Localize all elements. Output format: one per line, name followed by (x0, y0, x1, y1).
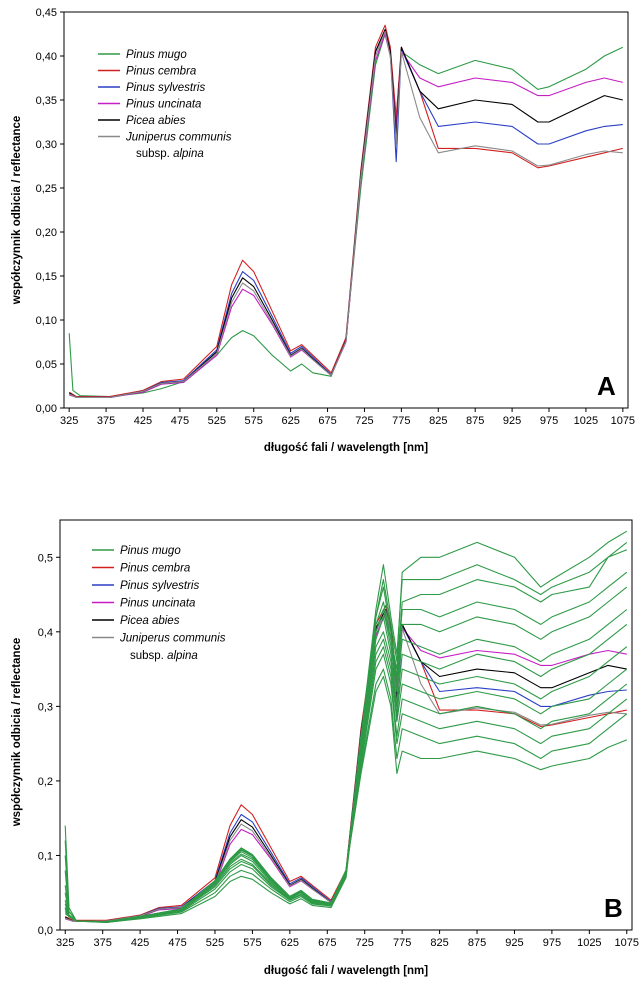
x-tick-label: 975 (543, 937, 561, 949)
x-tick-label: 925 (503, 415, 521, 427)
x-tick-label: 475 (168, 937, 186, 949)
series-lines-a (68, 24, 624, 398)
legend-label-pinus-sylvestris: Pinus sylvestris (120, 580, 199, 592)
legend-label-pinus-cembra: Pinus cembra (126, 66, 196, 78)
legend-sublabel: subsp. alpina (130, 650, 198, 662)
axis-ticks-a: 325 375 425 475 525 575 625 675 725 775 825 875 925 9… (36, 7, 635, 427)
y-tick-label: 0,05 (36, 359, 57, 371)
x-axis-label: długość fali / wavelength [nm] (264, 442, 428, 454)
x-tick-label: 775 (393, 937, 411, 949)
x-tick-label: 725 (356, 937, 374, 949)
x-tick-label: 1075 (611, 415, 635, 427)
legend-label-juniperus-communis: Juniperus communis (125, 132, 232, 144)
y-tick-label: 0,40 (36, 51, 57, 63)
y-tick-label: 0,20 (36, 227, 57, 239)
y-tick-label: 0,2 (38, 776, 53, 788)
y-tick-label: 0,00 (36, 403, 57, 415)
y-axis-label: współczynnik odbicia / reflectance (11, 116, 23, 306)
x-tick-label: 675 (318, 415, 336, 427)
x-tick-label: 1075 (615, 937, 639, 949)
legend-sublabel: subsp. alpina (136, 148, 204, 160)
x-tick-label: 1025 (577, 937, 601, 949)
series-line-pinus-mugo (64, 541, 628, 924)
x-tick-label: 325 (56, 937, 74, 949)
x-tick-label: 725 (355, 415, 373, 427)
y-tick-label: 0,30 (36, 139, 57, 151)
panel-b: 325 375 425 475 525 575 625 675 725 775 825 875 925 9… (11, 519, 639, 977)
panel-letter-b: B (604, 893, 623, 923)
legend-label-pinus-cembra: Pinus cembra (120, 563, 190, 575)
x-tick-label: 375 (93, 937, 111, 949)
x-tick-label: 675 (318, 937, 336, 949)
y-tick-label: 0,3 (38, 701, 53, 713)
axis-ticks-b: 325 375 425 475 525 575 625 675 725 775 825 875 925 9… (38, 552, 639, 949)
legend-label-pinus-sylvestris: Pinus sylvestris (126, 82, 205, 94)
legend-label-pinus-mugo: Pinus mugo (120, 545, 181, 557)
x-tick-label: 575 (245, 415, 263, 427)
series-line-juniperus-communis (68, 30, 623, 398)
legend-b: Pinus mugo Pinus cembra Pinus sylvestris Pi… (92, 545, 226, 662)
x-tick-label: 575 (243, 937, 261, 949)
x-tick-label: 1025 (574, 415, 598, 427)
x-tick-label: 925 (505, 937, 523, 949)
y-tick-label: 0,25 (36, 183, 57, 195)
x-tick-label: 425 (134, 415, 152, 427)
series-line-pinus-mugo (64, 608, 628, 923)
series-lines-b (64, 530, 628, 924)
x-tick-label: 325 (60, 415, 78, 427)
legend-label-juniperus-communis: Juniperus communis (119, 633, 226, 645)
y-tick-label: 0,0 (38, 925, 53, 937)
y-tick-label: 0,35 (36, 95, 57, 107)
x-tick-label: 625 (281, 937, 299, 949)
x-tick-label: 425 (131, 937, 149, 949)
series-line-pinus-mugo (64, 530, 628, 924)
legend-a: Pinus mugo Pinus cembra Pinus sylvestris Pi… (98, 49, 232, 160)
y-tick-label: 0,5 (38, 552, 53, 564)
x-tick-label: 525 (206, 937, 224, 949)
x-tick-label: 975 (540, 415, 558, 427)
series-line-pinus-mugo (64, 675, 628, 923)
legend-label-picea-abies: Picea abies (120, 615, 180, 627)
y-tick-label: 0,15 (36, 271, 57, 283)
y-axis-label: współczynnik odbicia / reflectance (11, 638, 23, 828)
panel-a: 325 375 425 475 525 575 625 675 725 775 825 875 925 9… (11, 7, 635, 454)
x-tick-label: 775 (392, 415, 410, 427)
x-tick-label: 875 (468, 937, 486, 949)
legend-label-pinus-uncinata: Pinus uncinata (120, 598, 195, 610)
legend-label-picea-abies: Picea abies (126, 115, 186, 127)
x-tick-label: 475 (171, 415, 189, 427)
y-tick-label: 0,10 (36, 315, 57, 327)
x-tick-label: 875 (466, 415, 484, 427)
legend-sublabel-prefix: subsp. (130, 650, 167, 662)
panel-letter-a: A (597, 371, 616, 401)
x-tick-label: 525 (208, 415, 226, 427)
y-tick-label: 0,45 (36, 7, 57, 19)
x-tick-label: 375 (97, 415, 115, 427)
x-axis-label: długość fali / wavelength [nm] (264, 965, 428, 977)
legend-label-pinus-uncinata: Pinus uncinata (126, 99, 201, 111)
x-tick-label: 825 (429, 415, 447, 427)
x-tick-label: 625 (281, 415, 299, 427)
legend-label-pinus-mugo: Pinus mugo (126, 49, 187, 61)
y-tick-label: 0,1 (38, 850, 53, 862)
legend-sublabel-name: alpina (167, 650, 198, 662)
legend-sublabel-name: alpina (173, 148, 204, 160)
y-tick-label: 0,4 (38, 627, 53, 639)
x-tick-label: 825 (430, 937, 448, 949)
series-line-pinus-mugo (64, 571, 628, 923)
legend-sublabel-prefix: subsp. (136, 148, 173, 160)
